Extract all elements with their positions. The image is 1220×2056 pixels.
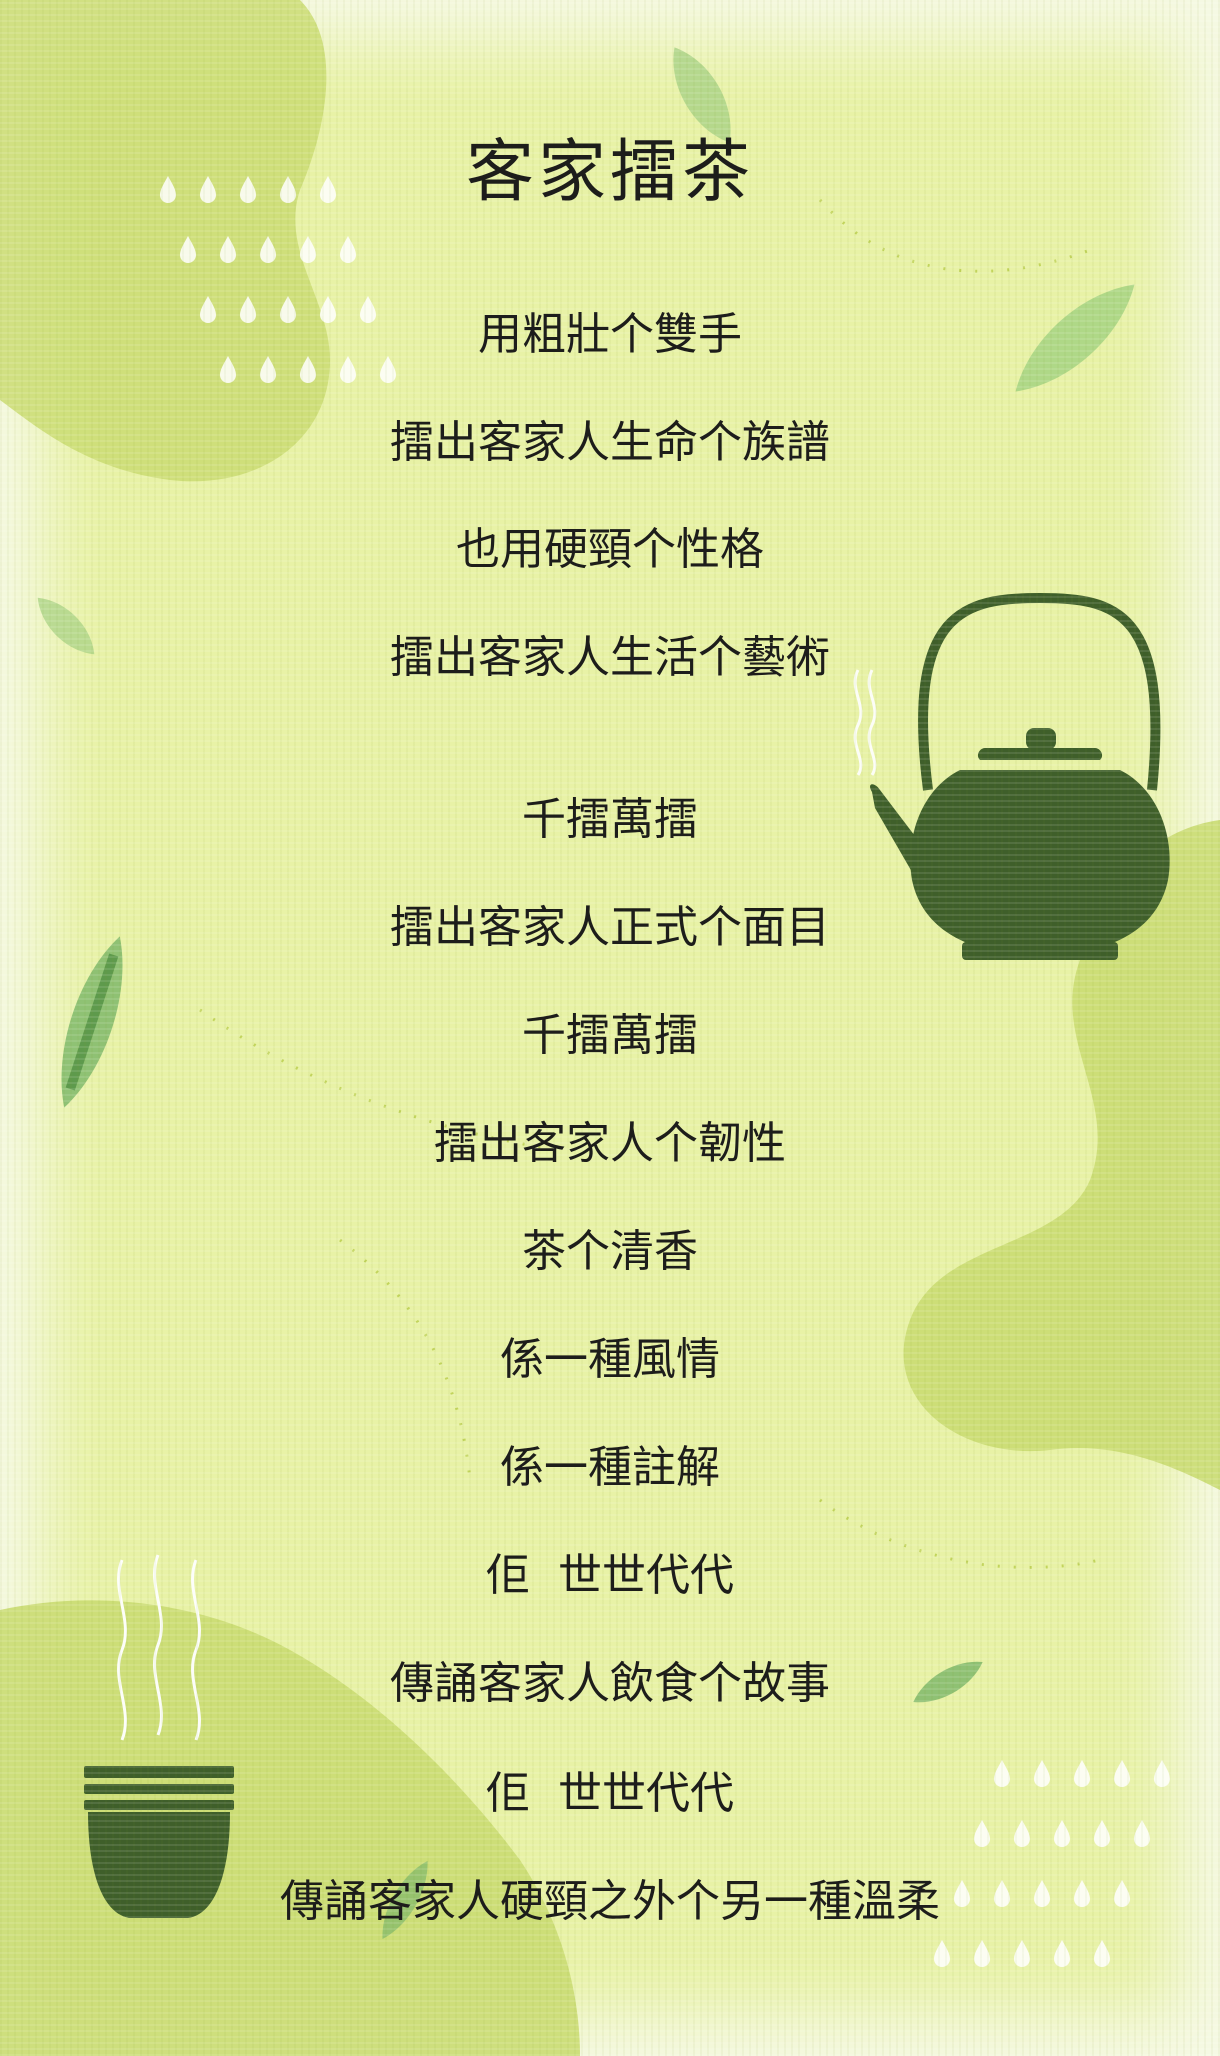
poem-line-3: 也用硬頸个性格 [456,524,764,575]
bottom-left-blob [0,1600,580,2056]
teacup-icon [84,1766,234,1918]
right-blob [903,820,1220,1490]
poem-line-8: 擂出客家人个韌性 [434,1118,786,1169]
poem-line-11: 係一種註解 [500,1442,720,1493]
poem-line-7: 千擂萬擂 [522,1010,698,1061]
poem-title: 客家擂茶 [465,133,754,212]
poem-line-9: 茶个清香 [522,1226,698,1277]
steam-icon [853,669,877,776]
poem-line-13: 傳誦客家人飲食个故事 [390,1658,830,1709]
steam-icon [117,1554,201,1741]
poem-line-12: 佢 世世代代 [486,1550,734,1601]
poem-line-10: 係一種風情 [500,1334,720,1385]
teapot-icon [870,592,1170,960]
leaf-icon [37,47,1135,1939]
poem-line-15: 傳誦客家人硬頸之外个另一種溫柔 [280,1876,940,1927]
poem-line-4: 擂出客家人生活个藝術 [390,632,830,683]
poem-line-1: 用粗壯个雙手 [478,309,742,360]
poem-line-2: 擂出客家人生命个族譜 [390,417,830,468]
poem-line-5: 千擂萬擂 [522,794,698,845]
poem-line-14: 佢 世世代代 [486,1768,734,1819]
top-left-blob [0,0,330,482]
dotted-curve [199,1008,561,1152]
poem-line-6: 擂出客家人正式个面目 [390,902,830,953]
